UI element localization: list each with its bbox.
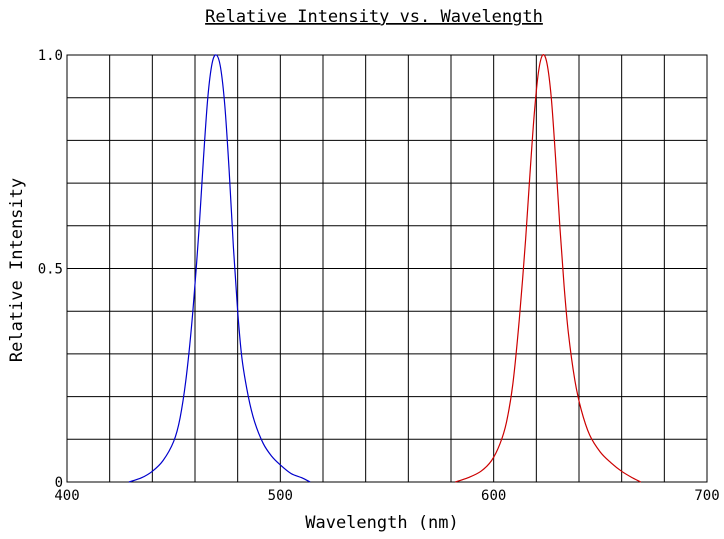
x-tick-label-400: 400 xyxy=(54,488,79,504)
series-layer xyxy=(128,54,642,483)
y-axis-title: Relative Intensity xyxy=(7,178,27,362)
x-axis-title: Wavelength (nm) xyxy=(305,513,459,533)
x-tick-label-700: 700 xyxy=(694,488,719,504)
chart-title: Relative Intensity vs. Wavelength xyxy=(205,7,543,27)
y-tick-label-0: 0 xyxy=(55,475,63,491)
x-tick-label-600: 600 xyxy=(481,488,506,504)
y-tick-label-0.5: 0.5 xyxy=(38,262,63,278)
plot-frame xyxy=(66,54,708,483)
tick-labels: 400 500 600 700 0 0.5 1.0 xyxy=(38,48,720,504)
y-tick-label-1.0: 1.0 xyxy=(38,48,63,64)
series-line-2 xyxy=(455,54,642,483)
grid xyxy=(67,55,707,482)
x-tick-label-500: 500 xyxy=(268,488,293,504)
series-line-1 xyxy=(128,54,311,483)
